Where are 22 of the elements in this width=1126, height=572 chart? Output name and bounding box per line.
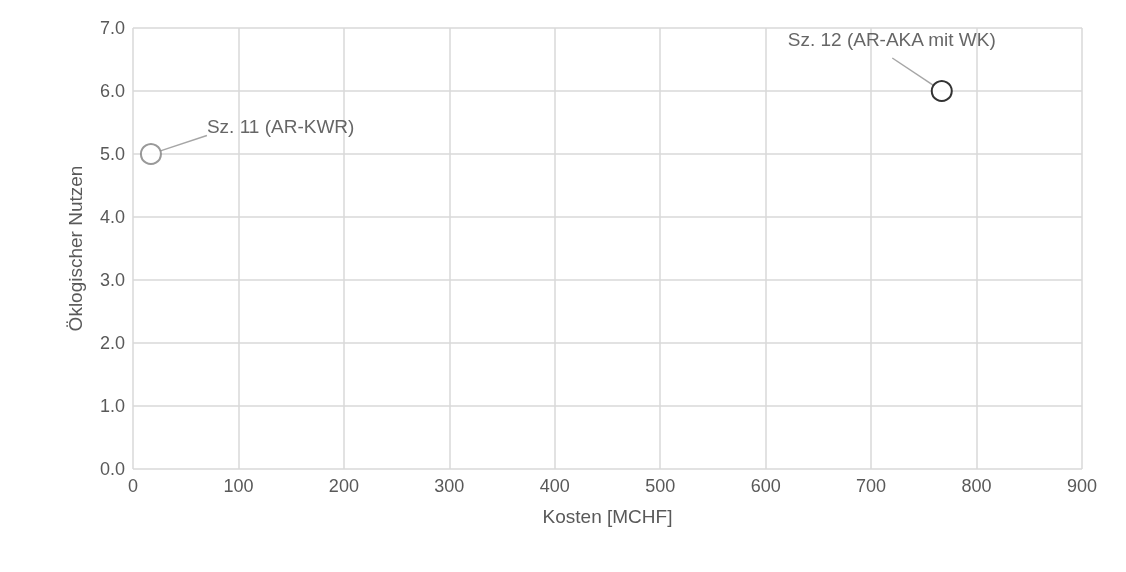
x-tick-label: 0 — [127, 476, 139, 496]
x-tick-label: 800 — [961, 476, 992, 496]
x-tick-label: 500 — [645, 476, 676, 496]
y-tick-label: 1.0 — [99, 396, 125, 416]
y-tick-label: 5.0 — [99, 144, 125, 164]
text: Sz. 11 (AR-KWR) — [206, 115, 355, 137]
y-tick-label: 0.0 — [99, 459, 125, 479]
y-tick-label: 6.0 — [99, 81, 125, 101]
x-tick-label: 200 — [328, 476, 359, 496]
x-tick-label: 900 — [1066, 476, 1098, 496]
x-tick-label: 300 — [434, 476, 465, 496]
text: Sz. 12 (AR-AKA mit WK) — [787, 28, 996, 50]
x-axis-title: Kosten [MCHF] — [542, 506, 673, 527]
y-tick-label: 4.0 — [99, 207, 125, 227]
x-tick-label: 400 — [539, 476, 570, 496]
y-tick-label: 7.0 — [99, 18, 125, 38]
y-tick-label: 2.0 — [99, 333, 125, 353]
y-axis-title: Öklogischer Nutzen — [65, 165, 86, 332]
x-tick-label: 700 — [856, 476, 887, 496]
y-tick-label: 3.0 — [99, 270, 125, 290]
x-tick-label: 100 — [223, 476, 254, 496]
x-tick-label: 600 — [750, 476, 781, 496]
